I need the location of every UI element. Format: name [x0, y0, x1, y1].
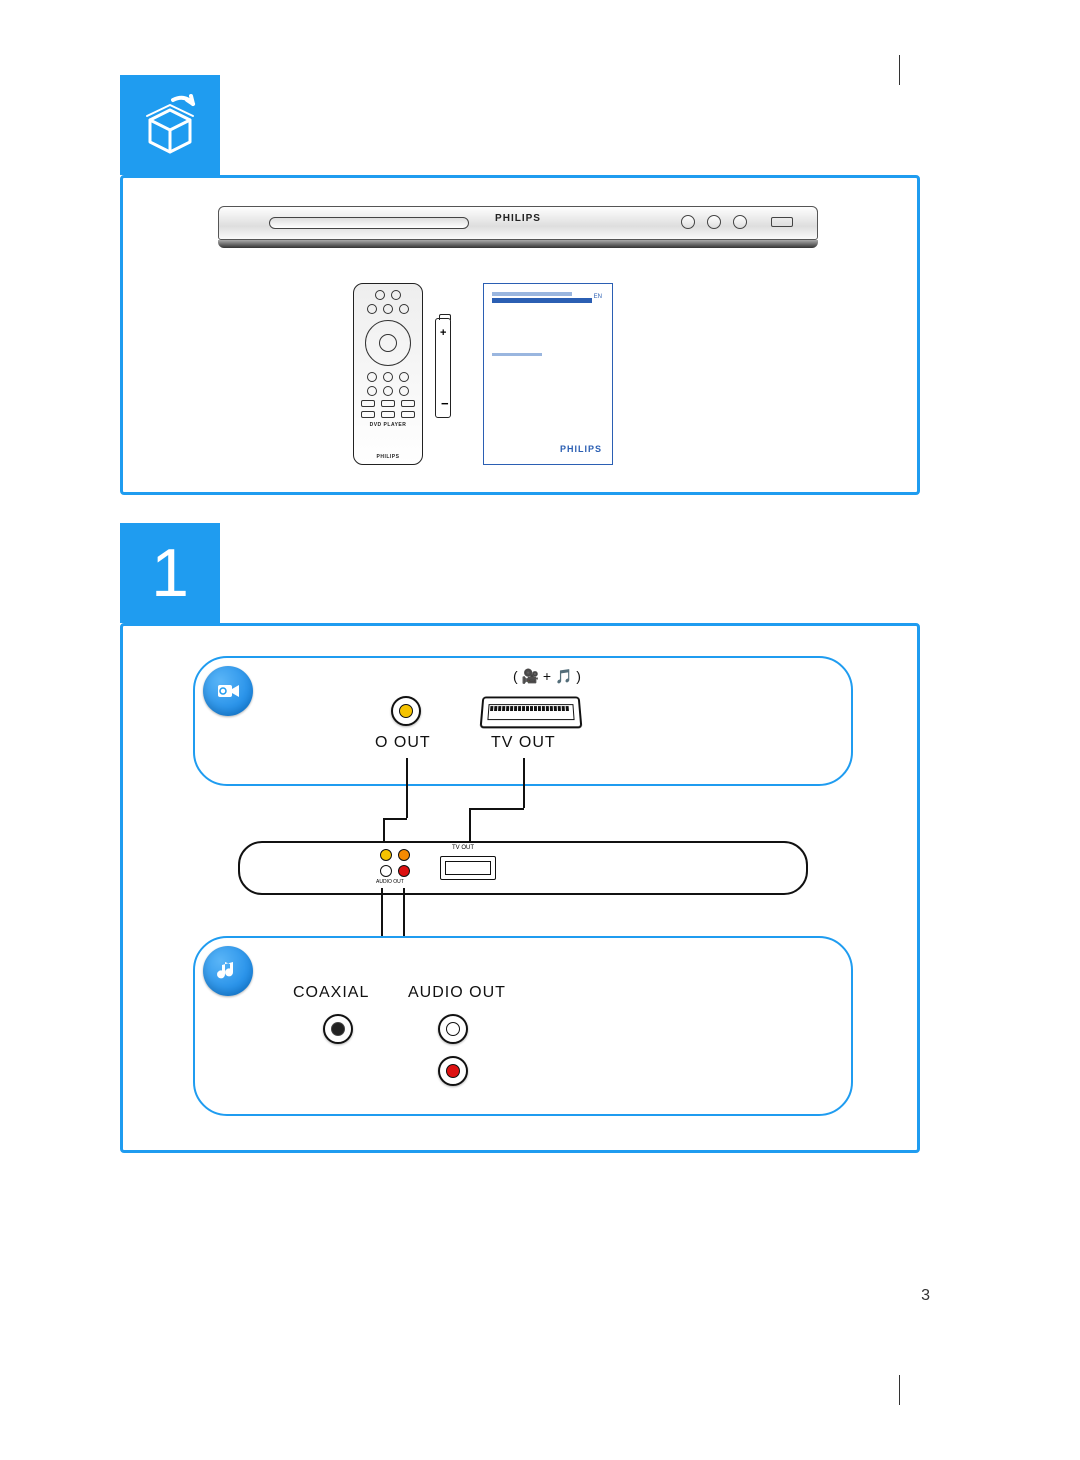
- remote-control-diagram: DVD PLAYER PHILIPS: [353, 283, 423, 465]
- page-number: 3: [921, 1287, 930, 1305]
- battery-minus-label: −: [441, 396, 449, 411]
- manual-brand-label: PHILIPS: [560, 444, 602, 454]
- composite-out-label: O OUT: [375, 734, 431, 752]
- connections-frame: ( 🎥 + 🎵 ) O OUT TV OUT: [120, 623, 920, 1153]
- audio-out-red-jack-icon: [438, 1056, 468, 1086]
- player-brand-label: PHILIPS: [495, 213, 541, 224]
- usb-port-icon: [771, 217, 793, 227]
- remote-model-label: DVD PLAYER: [370, 422, 407, 428]
- rear-coaxial-icon: [398, 849, 410, 861]
- rear-audio-out-label: AUDIO OUT: [376, 879, 404, 885]
- battery-diagram: + −: [435, 318, 451, 418]
- rear-audio-r-icon: [398, 865, 410, 877]
- battery-plus-label: +: [440, 327, 446, 339]
- composite-out-jack-icon: [391, 696, 421, 726]
- audio-callout: [193, 936, 853, 1116]
- step-number: 1: [151, 534, 189, 612]
- rear-scart-icon: [440, 856, 496, 880]
- scart-label: TV OUT: [491, 734, 556, 752]
- rear-audio-l-icon: [380, 865, 392, 877]
- step-number-badge: 1: [120, 523, 220, 623]
- manual-booklet-diagram: EN PHILIPS: [483, 283, 613, 465]
- av-caption: ( 🎥 + 🎵 ): [513, 668, 581, 685]
- audio-out-white-jack-icon: [438, 1014, 468, 1044]
- box-contents-frame: PHILIPS DVD PLAYER PHILIPS +: [120, 175, 920, 495]
- dvd-player-rear-diagram: AUDIO OUT TV OUT: [238, 841, 808, 895]
- disc-tray-icon: [269, 217, 469, 229]
- audio-icon: [203, 946, 253, 996]
- coaxial-jack-icon: [323, 1014, 353, 1044]
- audio-out-label: AUDIO OUT: [408, 984, 506, 1002]
- section-connections: 1 ( 🎥 + 🎵 ) O OUT TV OUT: [120, 523, 920, 1153]
- player-front-buttons-icon: [681, 215, 747, 229]
- dvd-player-front-diagram: PHILIPS: [218, 206, 818, 256]
- section-box-contents: PHILIPS DVD PLAYER PHILIPS +: [120, 75, 920, 495]
- unbox-icon: [120, 75, 220, 175]
- scart-connector-icon: [480, 696, 583, 728]
- coaxial-label: COAXIAL: [293, 984, 369, 1002]
- rear-tv-out-label: TV OUT: [452, 845, 474, 851]
- rear-video-out-icon: [380, 849, 392, 861]
- remote-brand-label: PHILIPS: [377, 454, 400, 460]
- video-icon: [203, 666, 253, 716]
